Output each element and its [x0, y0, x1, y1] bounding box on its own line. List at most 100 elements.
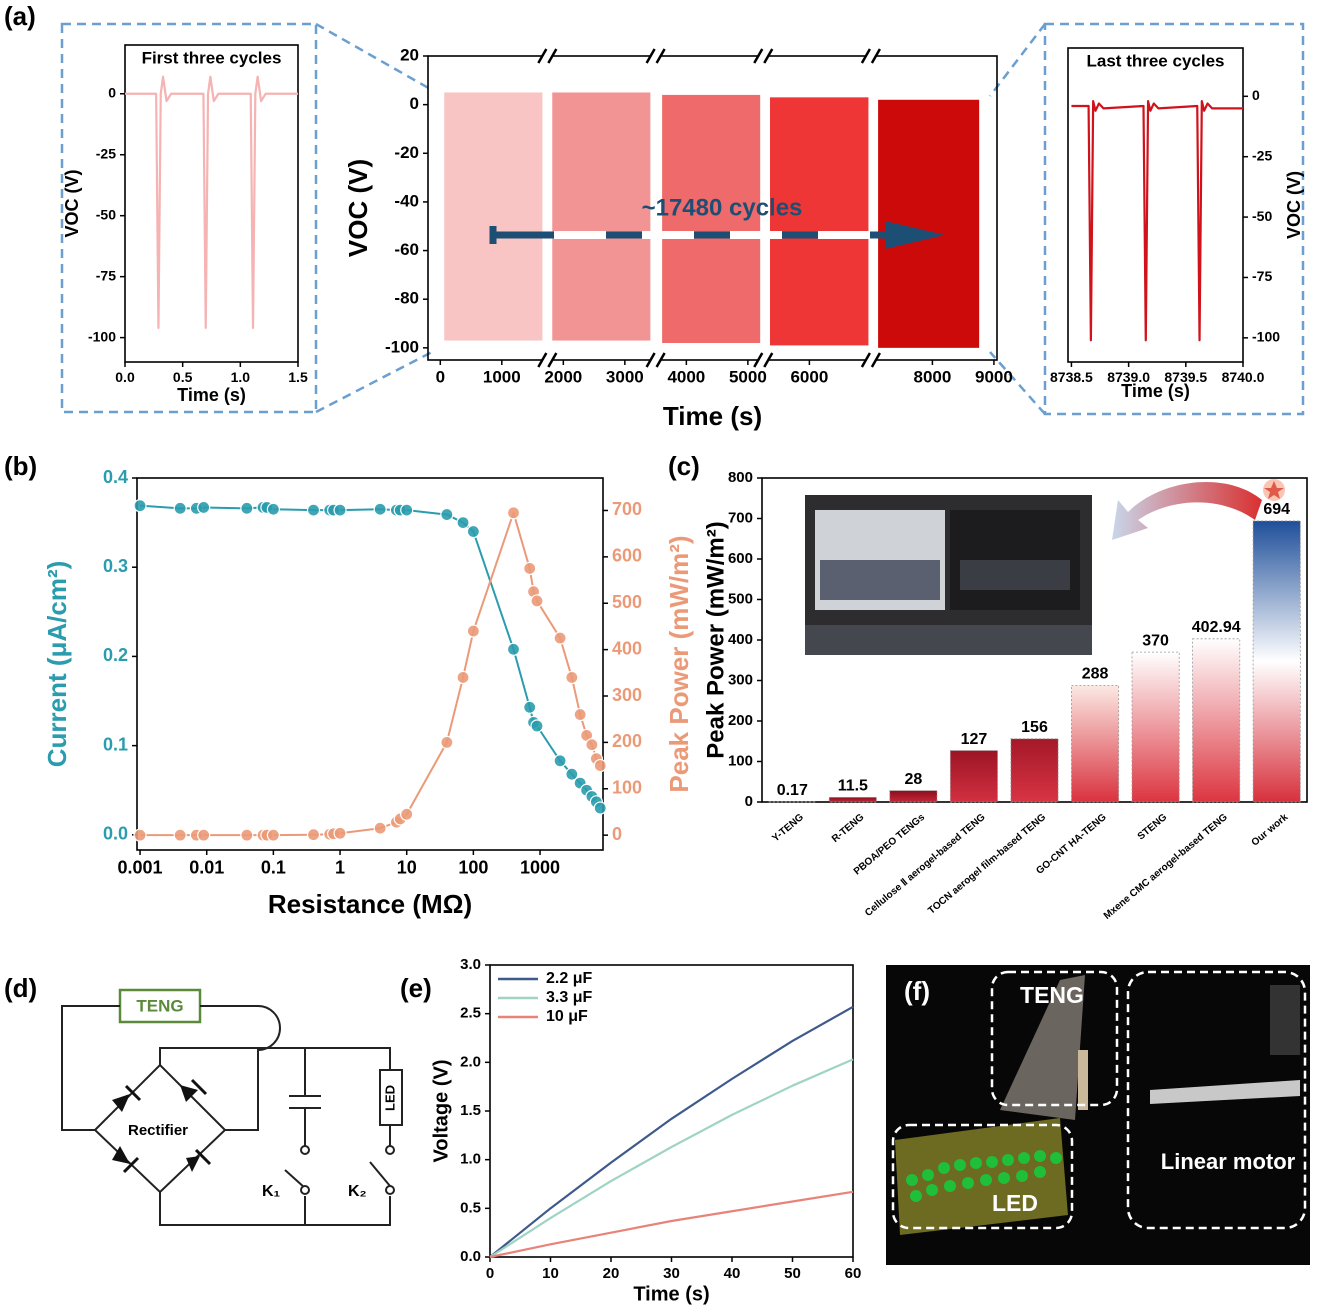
star [1264, 481, 1284, 499]
data-point [565, 670, 579, 685]
circuit-label: LED [382, 1085, 397, 1111]
data-point [133, 499, 147, 513]
y-tick-label: 300 [728, 671, 753, 688]
data-point [466, 524, 480, 539]
x-tick-label: 0 [436, 368, 445, 387]
data-point [400, 807, 414, 821]
data-point [400, 503, 414, 517]
axis-break-gap [650, 357, 661, 363]
y-tick-label: 0 [108, 84, 116, 100]
x-tick-label: 3000 [606, 368, 644, 387]
y-tick-label: -75 [96, 267, 116, 283]
axis-break [537, 352, 558, 368]
bar [1010, 738, 1059, 803]
x-tick-label: 10 [542, 1265, 559, 1282]
y-tick-label: 0.4 [103, 467, 128, 487]
x-axis-label: Resistance (MΩ) [268, 889, 472, 919]
y-tick-label: 500 [728, 590, 753, 607]
x-tick-label: 0.001 [118, 858, 163, 878]
signal-envelope [552, 92, 651, 341]
data-point [523, 561, 537, 576]
data-line [125, 75, 298, 329]
bar [828, 796, 877, 803]
axis-break [645, 352, 666, 368]
panel-label: (b) [4, 451, 37, 481]
data-point [266, 502, 280, 516]
data-line [1071, 100, 1243, 342]
photo-label: LED [992, 1190, 1038, 1216]
data-point [240, 501, 254, 515]
photo-label: Linear motor [1161, 1149, 1296, 1174]
y2-tick-label: 300 [612, 685, 642, 705]
y-tick-label: 2.0 [460, 1053, 481, 1070]
y-tick-label: -20 [394, 143, 419, 162]
panel-label: (c) [668, 451, 700, 481]
y-tick-label: 0 [745, 793, 753, 810]
y-tick-label: -40 [394, 191, 419, 210]
x-tick-label: 40 [724, 1265, 741, 1282]
axis-break-gap [865, 357, 876, 363]
circuit [61, 988, 403, 1226]
x-tick-label: 6000 [790, 368, 828, 387]
data-point [440, 735, 454, 749]
pointer-arrow [1112, 482, 1262, 540]
y-tick-label: 600 [728, 550, 753, 567]
panel-label: (f) [904, 976, 930, 1006]
y2-tick-label: 100 [612, 778, 642, 798]
data-point [593, 758, 607, 773]
cycle-arrow-head [885, 221, 945, 249]
y-tick-label: -100 [1252, 329, 1280, 345]
y2-tick-label: 600 [612, 546, 642, 566]
y-tick-label: -50 [96, 206, 116, 222]
x-tick-label: 8740.0 [1222, 369, 1265, 385]
chart-title: Last three cycles [1087, 51, 1225, 70]
data-point [573, 707, 587, 722]
x-tick-label: 0.5 [173, 369, 193, 385]
y-tick-label: 800 [728, 469, 753, 486]
panel-label: (d) [4, 973, 37, 1003]
panel-label: (a) [4, 1, 36, 31]
bar [889, 790, 938, 803]
x-tick-label: 5000 [729, 368, 767, 387]
y2-tick-label: 700 [612, 499, 642, 519]
x-tick-label: 0.0 [115, 369, 135, 385]
diodes [112, 1078, 212, 1174]
x-tick-label: 2000 [544, 368, 582, 387]
x-tick-label: 0 [486, 1265, 494, 1282]
data-point [373, 821, 387, 835]
bar [949, 750, 998, 803]
y-axis-label: VOC (V) [1284, 171, 1304, 239]
data-point [530, 594, 544, 608]
y-tick-label: 200 [728, 712, 753, 729]
y-axis-label: VOC (V) [343, 159, 373, 257]
value-label: 127 [961, 731, 988, 748]
circuit-label: Rectifier [128, 1122, 188, 1139]
y-tick-label: -100 [385, 337, 419, 356]
axis-break [860, 352, 881, 368]
x-tick-label: 1000 [520, 858, 560, 878]
data-point [333, 503, 347, 517]
data-point [530, 719, 544, 733]
y-tick-label: 0.1 [103, 734, 128, 754]
value-label: 156 [1021, 719, 1048, 736]
x-tick-label: Y-TENG [770, 812, 806, 844]
y-axis-label: Current (μA/cm²) [42, 561, 72, 768]
x-tick-label: 30 [663, 1265, 680, 1282]
axis-break [537, 48, 558, 64]
y-tick-label: 0.0 [460, 1248, 481, 1265]
axis-break-gap [865, 53, 876, 59]
circuit-label: TENG [136, 996, 183, 1015]
x-axis-label: Time (s) [633, 1283, 709, 1305]
data-point [506, 642, 521, 656]
x-tick-label: Our work [1250, 812, 1291, 849]
data-point [306, 503, 321, 517]
y-tick-label: -25 [96, 145, 116, 161]
x-tick-label: Mxene CMC aerogel-based TENG [1102, 812, 1230, 922]
axis-break-gap [542, 357, 553, 363]
x-tick-label: Cellulose Ⅱ aerogel-based TENG [863, 812, 988, 919]
x-axis-label: Time (s) [663, 401, 762, 431]
data-point [306, 828, 321, 842]
y-tick-label: 0.2 [103, 645, 128, 665]
data-line [489, 1058, 854, 1258]
